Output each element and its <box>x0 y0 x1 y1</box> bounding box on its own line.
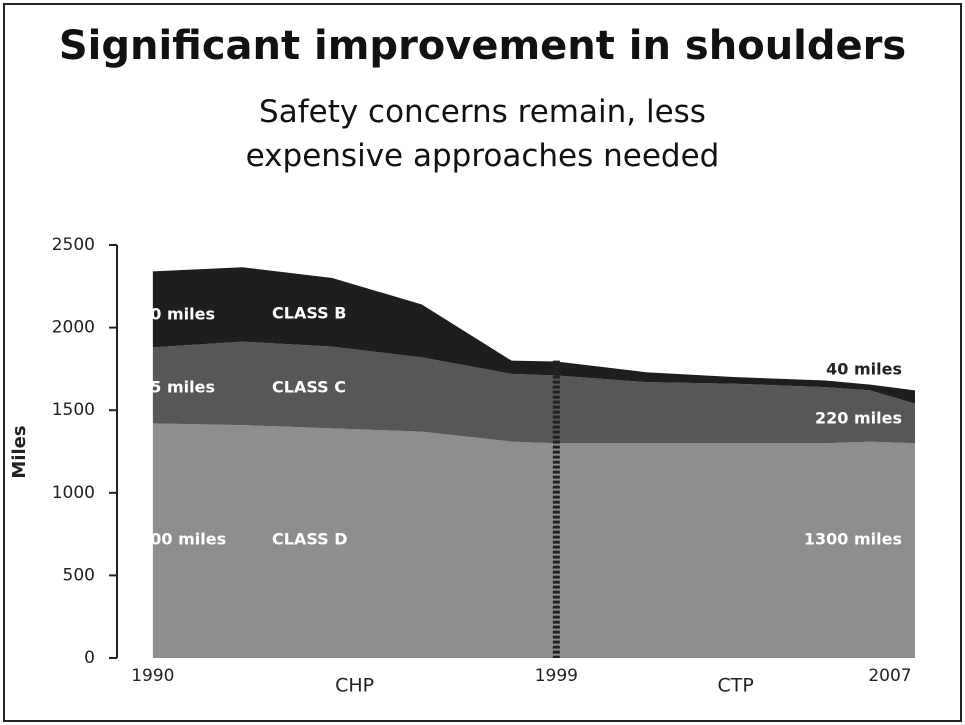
annotation: 1300 miles <box>804 530 902 549</box>
y-axis-label: Miles <box>9 425 30 478</box>
area-label: CLASS C <box>272 378 346 397</box>
title: Significant improvement in shoulders <box>58 23 907 69</box>
area <box>152 341 915 444</box>
x-tick-label: 1990 <box>131 666 174 686</box>
y-tick-label: 1500 <box>52 400 95 420</box>
y-tick-label: 0 <box>84 648 95 668</box>
y-tick-label: 1000 <box>52 483 95 503</box>
area <box>152 267 915 404</box>
area <box>152 423 915 658</box>
y-tick-label: 2000 <box>52 318 95 338</box>
area-label: CLASS D <box>272 530 348 549</box>
y-tick-label: 500 <box>63 565 95 585</box>
period-label: CHP <box>335 675 374 697</box>
area-label: CLASS B <box>272 304 346 323</box>
period-label: CTP <box>718 675 754 697</box>
annotation: 40 miles <box>826 360 902 379</box>
annotation: 1400 miles <box>128 530 226 549</box>
annotation: 475 miles <box>128 378 215 397</box>
annotation: 220 miles <box>815 409 902 428</box>
subtitle: Safety concerns remain, less expensive a… <box>245 94 720 174</box>
x-tick-label: 1999 <box>535 666 578 686</box>
y-tick-label: 2500 <box>52 235 95 255</box>
x-tick-label: 2007 <box>868 666 911 686</box>
annotation: 450 miles <box>128 305 215 324</box>
slide: Significant improvement in shoulders Saf… <box>3 3 962 722</box>
